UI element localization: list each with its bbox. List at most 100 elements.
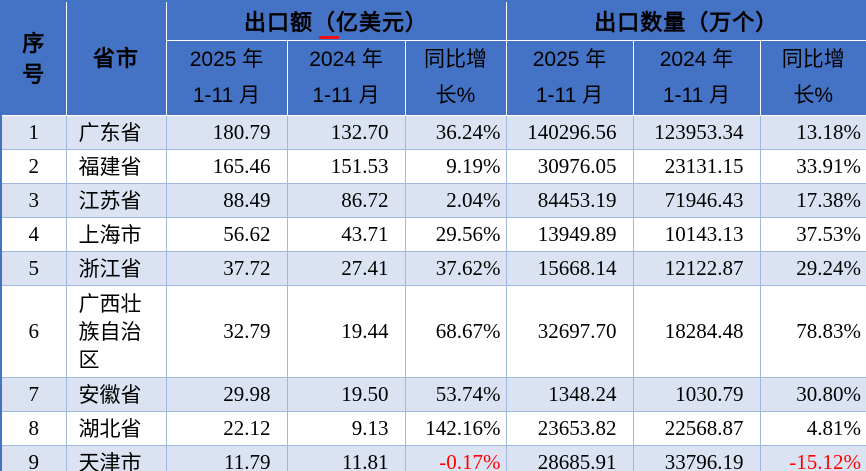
header-amount-2025: 2025 年 1-11 月 (165, 40, 288, 116)
amount-2024-cell: 19.44 (286, 285, 406, 378)
quantity-growth-cell: -15.12% (759, 445, 866, 471)
quantity-2025-cell: 32697.70 (505, 285, 634, 378)
province-cell: 天津市 (65, 445, 167, 471)
amount-2024-cell: 11.81 (286, 445, 406, 471)
amount-2025-cell: 37.72 (165, 251, 288, 286)
serial-cell: 3 (0, 183, 67, 218)
table-body: 1 广东省 180.79 132.70 36.24% 140296.56 123… (0, 115, 866, 471)
quantity-2024-cell: 33796.19 (632, 445, 761, 471)
header-group-row: 序 号 省市 出口额（亿美元） 出口数量（万个） (0, 0, 866, 116)
amount-2025-cell: 29.98 (165, 377, 288, 412)
quantity-2025-cell: 30976.05 (505, 149, 634, 184)
amount-2024-cell: 9.13 (286, 411, 406, 446)
quantity-growth-cell: 78.83% (759, 285, 866, 378)
province-cell: 福建省 (65, 149, 167, 184)
header-group-amount-label: 出口额（亿美元） (243, 10, 428, 35)
quantity-2025-cell: 84453.19 (505, 183, 634, 218)
serial-cell: 7 (0, 377, 67, 412)
amount-growth-cell: 37.62% (404, 251, 507, 286)
header-group-quantity-label: 出口数量（万个） (594, 10, 779, 35)
serial-cell: 5 (0, 251, 67, 286)
amount-2024-cell: 19.50 (286, 377, 406, 412)
amount-growth-cell: 29.56% (404, 217, 507, 252)
quantity-2025-cell: 1348.24 (505, 377, 634, 412)
serial-cell: 2 (0, 149, 67, 184)
header-quantity-2024: 2024 年 1-11 月 (632, 40, 761, 116)
amount-growth-cell: 2.04% (404, 183, 507, 218)
amount-2025-cell: 88.49 (165, 183, 288, 218)
quantity-growth-cell: 4.81% (759, 411, 866, 446)
amount-growth-cell: 9.19% (404, 149, 507, 184)
amount-2025-cell: 22.12 (165, 411, 288, 446)
amount-2025-cell: 32.79 (165, 285, 288, 378)
quantity-2025-cell: 15668.14 (505, 251, 634, 286)
table-row: 3 江苏省 88.49 86.72 2.04% 84453.19 71946.4… (0, 183, 866, 218)
quantity-2024-cell: 1030.79 (632, 377, 761, 412)
quantity-2025-cell: 28685.91 (505, 445, 634, 471)
province-cell: 广东省 (65, 115, 167, 150)
quantity-growth-cell: 33.91% (759, 149, 866, 184)
table-row: 7 安徽省 29.98 19.50 53.74% 1348.24 1030.79… (0, 377, 866, 412)
quantity-growth-cell: 30.80% (759, 377, 866, 412)
amount-2024-cell: 86.72 (286, 183, 406, 218)
quantity-2024-cell: 71946.43 (632, 183, 761, 218)
amount-2025-cell: 11.79 (165, 445, 288, 471)
serial-cell: 8 (0, 411, 67, 446)
header-amount-2024: 2024 年 1-11 月 (286, 40, 406, 116)
table-header: 序 号 省市 出口额（亿美元） 出口数量（万个） 2025 年 1-11 月 2… (0, 0, 866, 116)
quantity-2024-cell: 22568.87 (632, 411, 761, 446)
province-cell: 浙江省 (65, 251, 167, 286)
quantity-2024-cell: 18284.48 (632, 285, 761, 378)
amount-2024-cell: 43.71 (286, 217, 406, 252)
spellcheck-underline-mark (319, 36, 340, 39)
amount-2025-cell: 165.46 (165, 149, 288, 184)
quantity-growth-cell: 13.18% (759, 115, 866, 150)
table-row: 5 浙江省 37.72 27.41 37.62% 15668.14 12122.… (0, 251, 866, 286)
quantity-growth-cell: 37.53% (759, 217, 866, 252)
province-cell: 安徽省 (65, 377, 167, 412)
quantity-2025-cell: 23653.82 (505, 411, 634, 446)
amount-growth-cell: 36.24% (404, 115, 507, 150)
amount-2024-cell: 132.70 (286, 115, 406, 150)
quantity-2025-cell: 140296.56 (505, 115, 634, 150)
quantity-2024-cell: 23131.15 (632, 149, 761, 184)
province-cell: 上海市 (65, 217, 167, 252)
serial-cell: 1 (0, 115, 67, 150)
province-cell: 江苏省 (65, 183, 167, 218)
amount-2024-cell: 151.53 (286, 149, 406, 184)
amount-2025-cell: 180.79 (165, 115, 288, 150)
amount-2024-cell: 27.41 (286, 251, 406, 286)
header-sub-row: 2025 年 1-11 月 2024 年 1-11 月 同比增 长% 2025 … (1, 40, 866, 116)
quantity-growth-cell: 29.24% (759, 251, 866, 286)
table-row: 6 广西壮族自治区 32.79 19.44 68.67% 32697.70 18… (0, 285, 866, 378)
amount-growth-cell: 53.74% (404, 377, 507, 412)
province-cell: 广西壮族自治区 (65, 285, 167, 378)
table-row: 2 福建省 165.46 151.53 9.19% 30976.05 23131… (0, 149, 866, 184)
table-row: 9 天津市 11.79 11.81 -0.17% 28685.91 33796.… (0, 445, 866, 471)
table-row: 1 广东省 180.79 132.70 36.24% 140296.56 123… (0, 115, 866, 150)
quantity-2024-cell: 123953.34 (632, 115, 761, 150)
header-serial: 序 号 (0, 0, 67, 116)
header-province: 省市 (65, 0, 167, 116)
serial-cell: 4 (0, 217, 67, 252)
table-row: 8 湖北省 22.12 9.13 142.16% 23653.82 22568.… (0, 411, 866, 446)
header-amount-growth: 同比增 长% (404, 40, 507, 116)
amount-growth-cell: 68.67% (404, 285, 507, 378)
header-quantity-growth: 同比增 长% (759, 40, 866, 116)
table-row: 4 上海市 56.62 43.71 29.56% 13949.89 10143.… (0, 217, 866, 252)
quantity-growth-cell: 17.38% (759, 183, 866, 218)
quantity-2024-cell: 12122.87 (632, 251, 761, 286)
header-group-quantity: 出口数量（万个） (505, 0, 866, 41)
province-cell: 湖北省 (65, 411, 167, 446)
serial-cell: 6 (0, 285, 67, 378)
quantity-2024-cell: 10143.13 (632, 217, 761, 252)
header-group-amount: 出口额（亿美元） (165, 0, 507, 41)
serial-cell: 9 (0, 445, 67, 471)
amount-growth-cell: -0.17% (404, 445, 507, 471)
quantity-2025-cell: 13949.89 (505, 217, 634, 252)
header-quantity-2025: 2025 年 1-11 月 (505, 40, 634, 116)
amount-2025-cell: 56.62 (165, 217, 288, 252)
amount-growth-cell: 142.16% (404, 411, 507, 446)
